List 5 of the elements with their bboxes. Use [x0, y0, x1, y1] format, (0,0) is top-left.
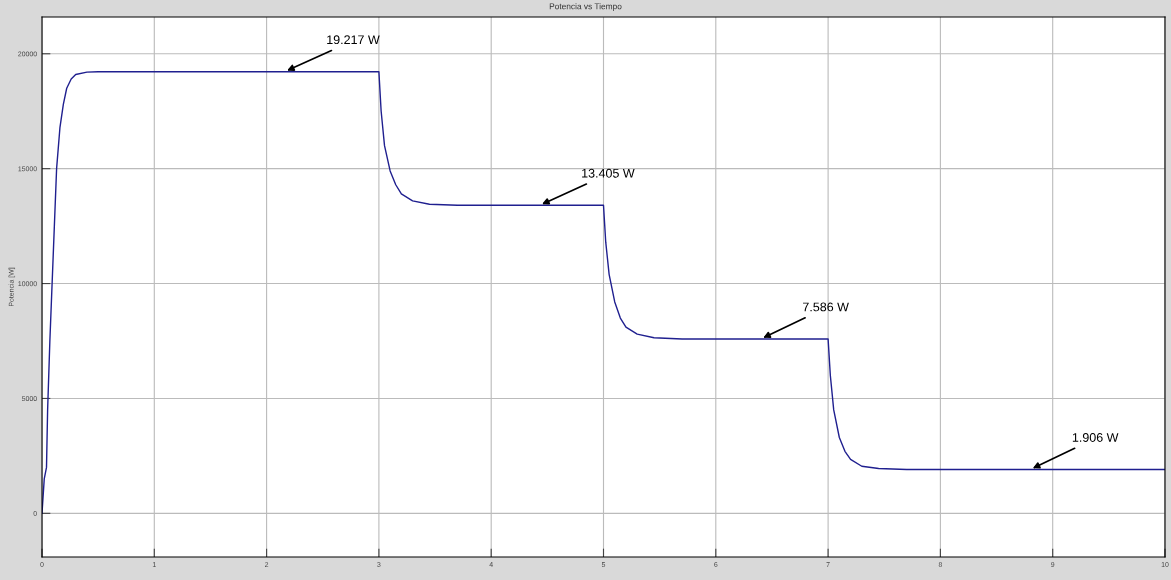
annotation: 19.217 W	[327, 35, 380, 45]
chart-title: Potencia vs Tiempo	[549, 3, 622, 11]
annotation: 1.906 W	[1072, 433, 1119, 442]
annotation: 7.586 W	[803, 302, 849, 312]
annotation: 13.405 W	[582, 168, 635, 178]
